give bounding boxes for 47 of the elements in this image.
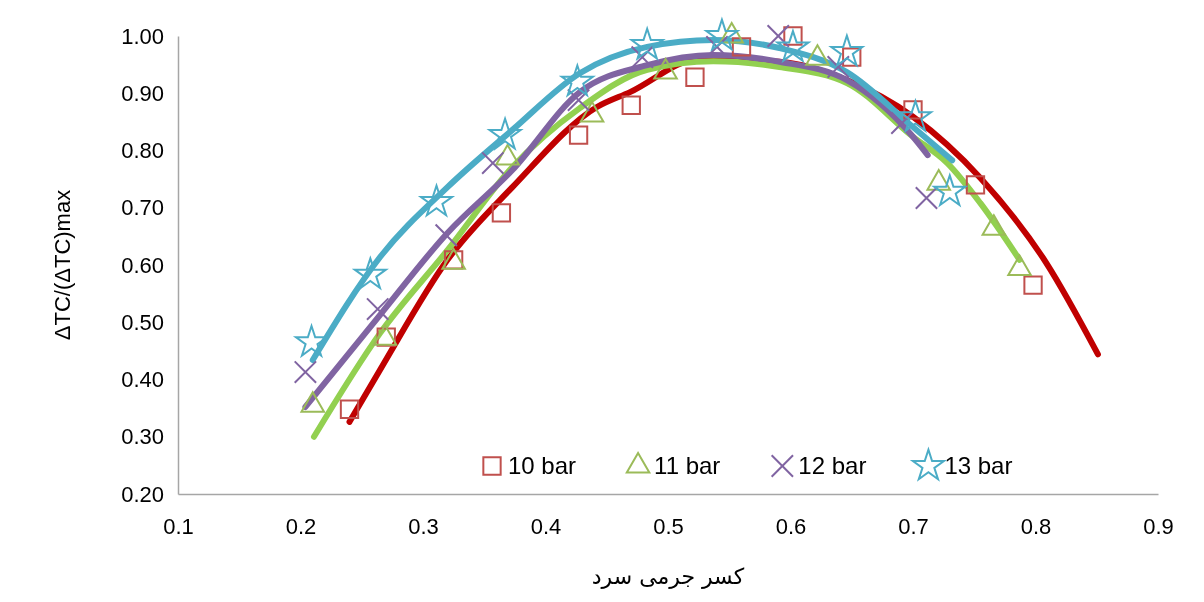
y-tick-label: 0.50 (121, 309, 164, 335)
point (703, 16, 741, 52)
point (965, 175, 986, 195)
legend-label: 13 bar (944, 452, 1013, 480)
point (828, 32, 866, 68)
point (486, 115, 524, 151)
x-tick-label: 0.2 (285, 513, 317, 539)
x-tick-label: 0.1 (163, 513, 194, 539)
point (914, 186, 939, 210)
point (766, 24, 790, 48)
legend-label: 11 bar (654, 452, 721, 480)
y-axis-title: ΔTC/(ΔTC)max (50, 189, 75, 341)
point (418, 182, 455, 218)
point (890, 111, 914, 135)
point (685, 67, 705, 87)
point (1023, 275, 1043, 295)
x-tick-label: 0.9 (1143, 513, 1174, 539)
y-tick-label: 0.90 (121, 80, 164, 106)
y-tick-label: 0.30 (121, 424, 164, 450)
point (293, 360, 318, 384)
x-axis-title: کسر جرمی سرد (591, 564, 745, 589)
point (826, 55, 850, 79)
y-tick-label: 0.70 (121, 195, 164, 221)
point (339, 399, 360, 419)
point (731, 37, 752, 57)
point (365, 297, 390, 321)
x-tick-label: 0.4 (530, 513, 562, 539)
point (491, 203, 512, 223)
legend-label: 10 bar (508, 452, 577, 480)
point (481, 151, 505, 175)
legend-label: 12 bar (798, 452, 867, 480)
y-tick-label: 0.20 (121, 481, 164, 507)
y-tick-label: 1.00 (121, 23, 164, 49)
point (621, 95, 641, 115)
x-tick-label: 0.7 (898, 513, 929, 539)
x-tick-label: 0.5 (653, 513, 684, 539)
y-tick-label: 0.80 (121, 138, 164, 164)
y-tick-label: 0.40 (121, 367, 164, 393)
x-tick-label: 0.6 (775, 513, 807, 539)
point (628, 25, 666, 61)
point (568, 125, 589, 145)
x-tick-label: 0.8 (1020, 513, 1052, 539)
point (566, 88, 591, 112)
y-tick-label: 0.60 (121, 252, 164, 278)
point (630, 45, 654, 69)
point (931, 172, 969, 208)
x-tick-label: 0.3 (408, 513, 439, 539)
